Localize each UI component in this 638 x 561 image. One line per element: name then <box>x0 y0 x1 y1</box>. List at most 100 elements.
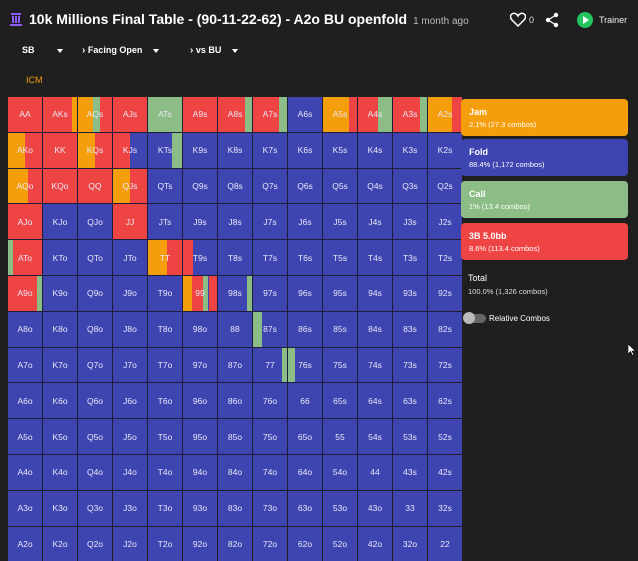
hand-cell[interactable]: K8s <box>218 132 252 168</box>
hand-cell[interactable]: QTs <box>148 168 182 204</box>
vs-selector[interactable]: › vs BU <box>190 45 238 56</box>
hand-cell[interactable]: AA <box>8 97 42 132</box>
hand-cell[interactable]: K5s <box>323 132 357 168</box>
hand-cell[interactable]: J7s <box>253 204 287 240</box>
hand-cell[interactable]: Q5s <box>323 168 357 204</box>
hand-cell[interactable]: A3o <box>8 490 42 526</box>
hand-cell[interactable]: K4s <box>358 132 392 168</box>
hand-cell[interactable]: 93s <box>393 275 427 311</box>
hand-cell[interactable]: T2o <box>148 526 182 561</box>
hand-cell[interactable]: 82s <box>428 311 462 347</box>
hand-cell[interactable]: 87s <box>253 311 287 347</box>
hand-cell[interactable]: JJ <box>113 204 147 240</box>
hand-cell[interactable]: K8o <box>43 311 77 347</box>
hand-cell[interactable]: Q6o <box>78 383 112 419</box>
hand-cell[interactable]: KJs <box>113 132 147 168</box>
hand-cell[interactable]: 95s <box>323 275 357 311</box>
hand-cell[interactable]: A9o <box>8 275 42 311</box>
hand-cell[interactable]: 55 <box>323 419 357 454</box>
icm-tab[interactable]: ICM <box>26 75 43 85</box>
hand-cell[interactable]: QQ <box>78 168 112 204</box>
hand-cell[interactable]: KTs <box>148 132 182 168</box>
hand-cell[interactable]: A7o <box>8 347 42 383</box>
hand-cell[interactable]: T8s <box>218 240 252 275</box>
hand-cell[interactable]: 75s <box>323 347 357 383</box>
hand-cell[interactable]: JTo <box>113 240 147 275</box>
hand-cell[interactable]: T7s <box>253 240 287 275</box>
hand-cell[interactable]: 72s <box>428 347 462 383</box>
hand-cell[interactable]: K5o <box>43 419 77 454</box>
hand-cell[interactable]: T5o <box>148 419 182 454</box>
hand-cell[interactable]: 52s <box>428 419 462 454</box>
hand-cell[interactable]: KQs <box>78 132 112 168</box>
hand-cell[interactable]: KK <box>43 132 77 168</box>
hand-cell[interactable]: J5o <box>113 419 147 454</box>
hand-cell[interactable]: 83s <box>393 311 427 347</box>
hand-cell[interactable]: 83o <box>218 490 252 526</box>
hand-cell[interactable]: A4s <box>358 97 392 132</box>
hand-cell[interactable]: 44 <box>358 454 392 490</box>
hand-cell[interactable]: 33 <box>393 490 427 526</box>
hand-cell[interactable]: Q4s <box>358 168 392 204</box>
hand-cell[interactable]: 73o <box>253 490 287 526</box>
hand-cell[interactable]: QTo <box>78 240 112 275</box>
hand-cell[interactable]: 76o <box>253 383 287 419</box>
hand-cell[interactable]: T8o <box>148 311 182 347</box>
hand-cell[interactable]: 94o <box>183 454 217 490</box>
hand-cell[interactable]: T3s <box>393 240 427 275</box>
hand-cell[interactable]: 43s <box>393 454 427 490</box>
hand-cell[interactable]: T6o <box>148 383 182 419</box>
hand-cell[interactable]: Q2o <box>78 526 112 561</box>
hand-cell[interactable]: AJo <box>8 204 42 240</box>
hand-cell[interactable]: 92s <box>428 275 462 311</box>
hand-cell[interactable]: 86o <box>218 383 252 419</box>
hand-cell[interactable]: T3o <box>148 490 182 526</box>
hand-cell[interactable]: T4o <box>148 454 182 490</box>
hand-cell[interactable]: 84o <box>218 454 252 490</box>
hand-cell[interactable]: 99 <box>183 275 217 311</box>
hand-cell[interactable]: 74o <box>253 454 287 490</box>
hand-cell[interactable]: K9s <box>183 132 217 168</box>
hand-cell[interactable]: A2o <box>8 526 42 561</box>
hand-cell[interactable]: K9o <box>43 275 77 311</box>
heart-icon[interactable] <box>510 12 526 27</box>
hand-cell[interactable]: 42o <box>358 526 392 561</box>
hand-cell[interactable]: K2o <box>43 526 77 561</box>
action-option[interactable]: Jam 2.1% (27.3 combos) <box>461 99 628 136</box>
hand-cell[interactable]: JTs <box>148 204 182 240</box>
hand-cell[interactable]: Q9o <box>78 275 112 311</box>
hand-cell[interactable]: QJo <box>78 204 112 240</box>
hand-cell[interactable]: 62s <box>428 383 462 419</box>
hand-cell[interactable]: 65o <box>288 419 322 454</box>
hand-cell[interactable]: ATs <box>148 97 182 132</box>
hand-cell[interactable]: A4o <box>8 454 42 490</box>
hand-cell[interactable]: 94s <box>358 275 392 311</box>
action-option[interactable]: Call 1% (13.4 combos) <box>461 181 628 218</box>
hand-cell[interactable]: A8s <box>218 97 252 132</box>
hand-cell[interactable]: J6s <box>288 204 322 240</box>
hand-cell[interactable]: J3s <box>393 204 427 240</box>
hand-cell[interactable]: 43o <box>358 490 392 526</box>
hand-cell[interactable]: A2s <box>428 97 462 132</box>
hand-cell[interactable]: 52o <box>323 526 357 561</box>
hand-cell[interactable]: 85s <box>323 311 357 347</box>
hand-cell[interactable]: K7o <box>43 347 77 383</box>
hand-cell[interactable]: 73s <box>393 347 427 383</box>
hand-cell[interactable]: Q4o <box>78 454 112 490</box>
hand-cell[interactable]: 97s <box>253 275 287 311</box>
hand-cell[interactable]: J2s <box>428 204 462 240</box>
hand-cell[interactable]: 88 <box>218 311 252 347</box>
hand-cell[interactable]: 87o <box>218 347 252 383</box>
hand-cell[interactable]: 65s <box>323 383 357 419</box>
hand-cell[interactable]: K2s <box>428 132 462 168</box>
hand-cell[interactable]: J8s <box>218 204 252 240</box>
hand-cell[interactable]: J2o <box>113 526 147 561</box>
hand-cell[interactable]: A7s <box>253 97 287 132</box>
hand-cell[interactable]: 96s <box>288 275 322 311</box>
hand-cell[interactable]: K3o <box>43 490 77 526</box>
hand-cell[interactable]: J9o <box>113 275 147 311</box>
hand-cell[interactable]: 98s <box>218 275 252 311</box>
hand-cell[interactable]: Q8o <box>78 311 112 347</box>
hand-cell[interactable]: KQo <box>43 168 77 204</box>
hand-cell[interactable]: ATo <box>8 240 42 275</box>
